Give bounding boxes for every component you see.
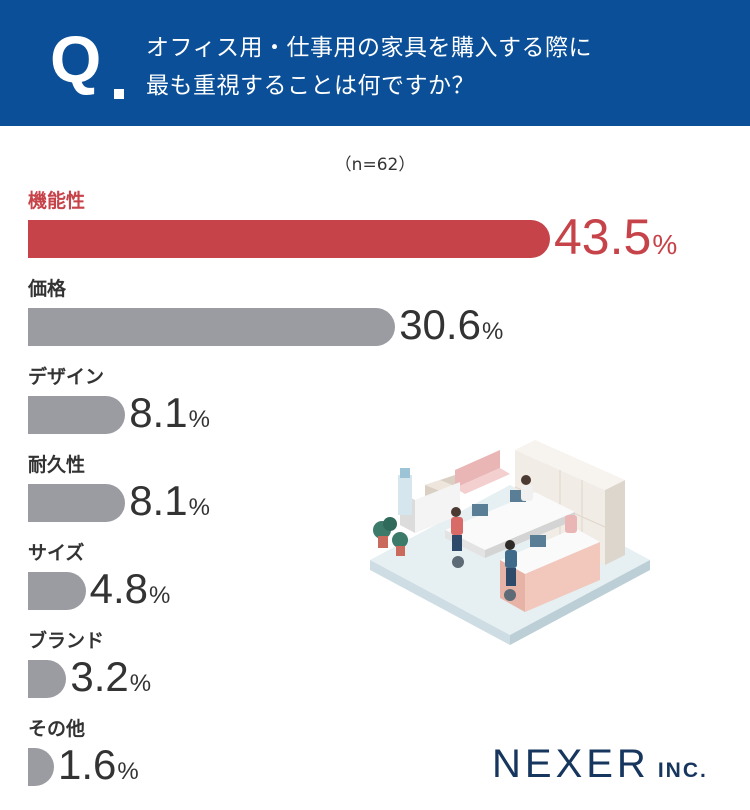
value-percent-sign: %	[188, 406, 210, 433]
value-number: 43.5	[554, 209, 652, 265]
q-dot	[114, 89, 124, 99]
category-label: 機能性	[28, 190, 86, 212]
value-number: 8.1	[129, 389, 188, 436]
category-label: 価格	[28, 278, 67, 300]
value-percent-sign: %	[481, 318, 504, 345]
nexer-logo: NEXER INC.	[492, 742, 708, 787]
value-percent-sign: %	[188, 494, 210, 521]
bar	[28, 220, 550, 258]
value-number: 4.8	[89, 565, 148, 612]
category-label: ブランド	[28, 630, 105, 652]
bar	[28, 748, 54, 786]
value-percent-sign: %	[652, 229, 678, 260]
value-label: 1.6%	[58, 744, 139, 786]
value-percent-sign: %	[117, 758, 139, 785]
value-label: 8.1%	[129, 392, 210, 434]
value-percent-sign: %	[148, 582, 171, 609]
category-label: デザイン	[28, 366, 105, 388]
question-line-1: オフィス用・仕事用の家具を購入する際に	[146, 35, 593, 61]
category-label: サイズ	[28, 542, 85, 564]
logo-main: NEXER	[492, 742, 650, 786]
value-label: 4.8%	[90, 568, 171, 610]
bar	[28, 660, 67, 698]
bar	[28, 396, 126, 434]
question-header: Q オフィス用・仕事用の家具を購入する際に 最も重視することは何ですか？	[0, 0, 750, 126]
bar	[28, 484, 126, 522]
value-label: 30.6%	[399, 304, 503, 346]
logo-suffix: INC.	[657, 759, 708, 782]
question-line-2: 最も重視することは何ですか？	[146, 73, 475, 99]
office-illustration	[370, 440, 650, 645]
value-label: 8.1%	[129, 480, 210, 522]
value-number: 30.6	[399, 301, 481, 348]
bar	[28, 572, 86, 610]
category-label: 耐久性	[28, 454, 86, 476]
q-letter: Q	[50, 22, 102, 96]
value-number: 3.2	[70, 653, 129, 700]
value-number: 8.1	[129, 477, 188, 524]
value-label: 43.5%	[554, 212, 677, 262]
value-percent-sign: %	[129, 670, 152, 697]
value-label: 3.2%	[70, 656, 151, 698]
value-number: 1.6	[58, 741, 117, 788]
bar	[28, 308, 396, 346]
sample-size: （n=62）	[334, 155, 416, 175]
category-label: その他	[28, 718, 86, 740]
